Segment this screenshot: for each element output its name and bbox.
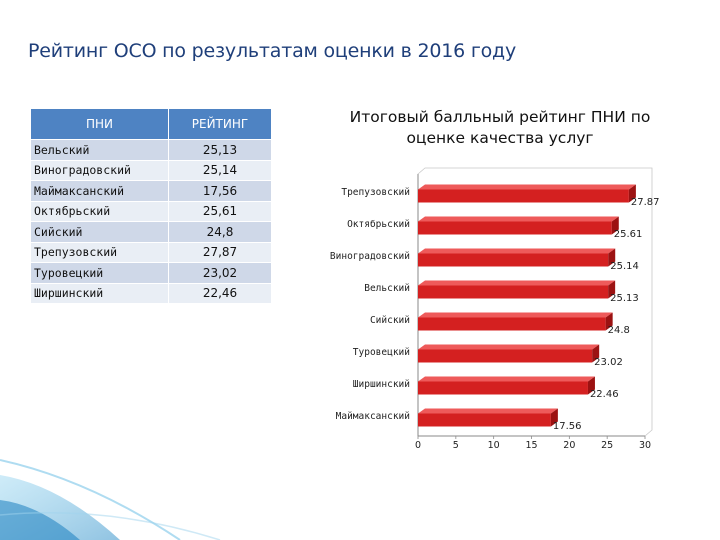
table-cell-name: Сийский [31, 221, 169, 242]
data-label: 24.8 [608, 325, 630, 336]
category-label: Вельский [364, 283, 410, 294]
chart-title: Итоговый балльный рейтинг ПНИ по оценке … [349, 108, 651, 147]
table-header-row: ПНИ РЕЙТИНГ [31, 109, 272, 140]
bar-side-face [550, 408, 558, 427]
table-cell-name: Ширшинский [31, 282, 169, 303]
page-title: Рейтинг ОСО по результатам оценки в 2016… [28, 40, 517, 62]
category-label: Сийский [370, 315, 410, 326]
bar-top-face [418, 280, 616, 286]
bar-top-face [418, 248, 616, 254]
bar-top-face [418, 344, 600, 350]
bar-side-face [608, 248, 616, 267]
bar-top-face [418, 312, 613, 318]
table-row: Ширшинский 22,46 [31, 282, 272, 303]
table-cell-name: Вельский [31, 139, 169, 160]
data-label: 22.46 [590, 389, 619, 400]
bar [418, 317, 606, 331]
x-tick-label: 15 [525, 440, 537, 451]
bar [418, 349, 593, 363]
category-label: Туровецкий [353, 347, 410, 358]
x-tick-label: 30 [639, 440, 651, 451]
table-row: Туровецкий 23,02 [31, 262, 272, 283]
table-row: Виноградовский 25,14 [31, 159, 272, 181]
bar [418, 413, 551, 427]
decorative-corner-graphic [0, 459, 221, 540]
table-cell-name: Виноградовский [31, 159, 169, 181]
bar [418, 381, 588, 395]
data-label: 27.87 [631, 197, 660, 208]
table-row: Октябрьский 25,61 [31, 200, 272, 222]
table-cell-value: 27,87 [168, 241, 272, 263]
table-cell-value: 25,61 [168, 200, 272, 222]
table-cell-value: 25,13 [168, 139, 272, 160]
table-cell-name: Трепузовский [31, 241, 169, 263]
table-cell-name: Туровецкий [31, 262, 169, 283]
x-tick-label: 25 [601, 440, 613, 451]
data-label: 25.14 [610, 261, 639, 272]
table-row: Маймаксанский 17,56 [31, 180, 272, 201]
bar-side-face [587, 376, 595, 395]
table-cell-value: 25,14 [168, 159, 272, 181]
table-row: Вельский 25,13 [31, 139, 272, 160]
bar-side-face [592, 344, 600, 363]
bar [418, 221, 612, 235]
table-cell-value: 24,8 [168, 221, 272, 242]
rating-table: ПНИ РЕЙТИНГ Вельский 25,13 Виноградовский… [31, 109, 272, 303]
bar-side-face [605, 312, 613, 331]
column-header-rating: РЕЙТИНГ [168, 109, 272, 140]
column-header-pni: ПНИ [31, 109, 169, 140]
table-row: Трепузовский 27,87 [31, 241, 272, 263]
data-label: 17.56 [553, 421, 582, 432]
bar [418, 285, 609, 299]
bar-side-face [608, 280, 616, 299]
category-label: Ширшинский [353, 379, 410, 390]
table-cell-value: 22,46 [168, 282, 272, 303]
data-label: 25.61 [614, 229, 643, 240]
x-tick-label: 20 [563, 440, 575, 451]
bar-top-face [418, 216, 619, 222]
bar-side-face [611, 216, 619, 235]
bar [418, 253, 609, 267]
bar-side-face [628, 184, 636, 203]
table-cell-value: 17,56 [168, 180, 272, 201]
data-label: 23.02 [594, 357, 623, 368]
x-tick-label: 0 [415, 440, 421, 451]
table-row: Сийский 24,8 [31, 221, 272, 242]
x-tick-label: 10 [488, 440, 500, 451]
category-label: Трепузовский [341, 187, 410, 198]
category-label: Октябрьский [347, 219, 410, 230]
bar-top-face [418, 376, 595, 382]
bar-top-face [418, 184, 636, 190]
table-cell-value: 23,02 [168, 262, 272, 283]
table-cell-name: Октябрьский [31, 200, 169, 222]
category-label: Маймаксанский [336, 411, 410, 422]
data-label: 25.13 [610, 293, 639, 304]
bar-top-face [418, 408, 558, 414]
category-label: Виноградовский [330, 251, 410, 262]
bar [418, 189, 629, 203]
table-cell-name: Маймаксанский [31, 180, 169, 201]
x-tick-label: 5 [453, 440, 459, 451]
